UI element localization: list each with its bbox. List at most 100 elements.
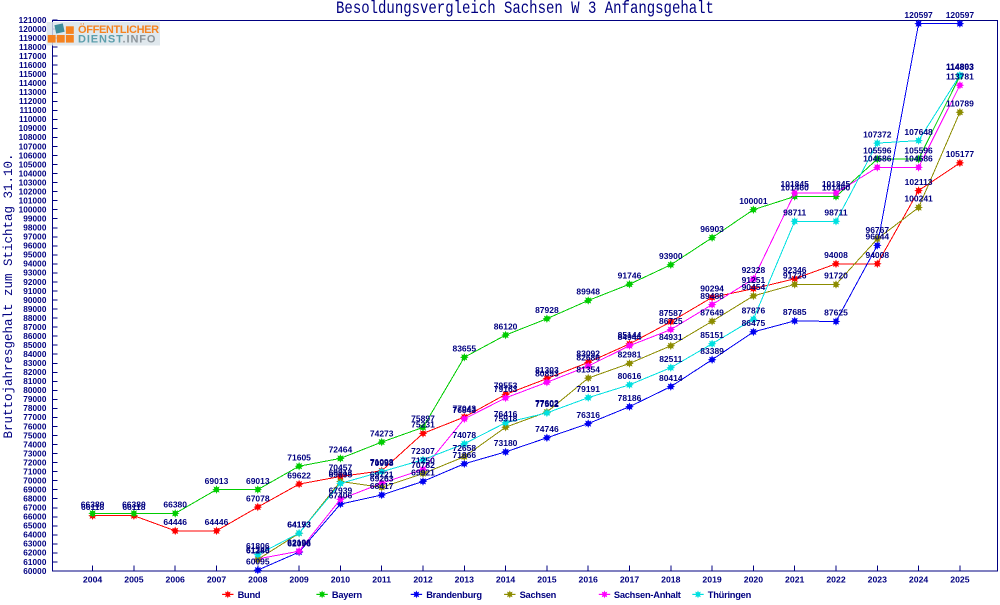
svg-text:68417: 68417 [370,481,394,491]
svg-text:Sachsen: Sachsen [520,590,557,600]
svg-text:98711: 98711 [824,208,847,218]
svg-text:80893: 80893 [535,369,559,379]
svg-text:82686: 82686 [576,352,600,362]
svg-text:77000: 77000 [23,413,47,422]
svg-text:2025: 2025 [950,574,969,584]
svg-text:81000: 81000 [23,377,47,386]
svg-text:65000: 65000 [23,522,47,531]
svg-text:84000: 84000 [23,350,47,359]
svg-text:113781: 113781 [946,71,974,81]
svg-text:69263: 69263 [370,474,394,484]
svg-text:67078: 67078 [246,493,270,503]
svg-text:114000: 114000 [19,79,47,88]
svg-text:91000: 91000 [23,287,47,296]
svg-text:61000: 61000 [23,558,47,567]
svg-text:90000: 90000 [23,296,47,305]
svg-text:104686: 104686 [863,154,892,164]
svg-text:91746: 91746 [618,270,642,280]
svg-text:2005: 2005 [124,574,143,584]
svg-text:82511: 82511 [659,354,682,364]
svg-text:83655: 83655 [452,344,476,354]
svg-text:ÖFFENTLICHER: ÖFFENTLICHER [78,23,159,36]
svg-text:2006: 2006 [166,574,185,584]
svg-text:70457: 70457 [329,463,353,473]
svg-text:87928: 87928 [535,305,559,315]
svg-text:69913: 69913 [329,468,353,478]
svg-text:87876: 87876 [742,305,766,315]
svg-text:105177: 105177 [946,149,975,159]
svg-text:Bruttojahresgehalt zum Stichta: Bruttojahresgehalt zum Stichtag 31.10. [2,153,16,438]
svg-text:66380: 66380 [81,500,105,510]
svg-text:87649: 87649 [700,308,724,318]
svg-text:107372: 107372 [863,129,892,139]
svg-text:71000: 71000 [23,467,47,476]
svg-text:93900: 93900 [659,251,683,261]
svg-text:89488: 89488 [700,291,724,301]
svg-text:80414: 80414 [659,373,683,383]
svg-text:80000: 80000 [23,386,47,395]
svg-text:76843: 76843 [452,405,476,415]
svg-text:76000: 76000 [23,422,47,431]
svg-text:120597: 120597 [904,10,933,20]
svg-text:91726: 91726 [783,271,807,281]
svg-text:Sachsen-Anhalt: Sachsen-Anhalt [614,590,681,600]
svg-text:78000: 78000 [23,404,47,413]
svg-text:75918: 75918 [494,413,518,423]
svg-text:87000: 87000 [23,323,47,332]
svg-text:90454: 90454 [742,282,766,292]
svg-text:120597: 120597 [946,10,975,20]
svg-text:69013: 69013 [246,476,270,486]
svg-text:77502: 77502 [535,399,559,409]
svg-text:66380: 66380 [122,500,146,510]
svg-text:2008: 2008 [248,574,267,584]
svg-text:71605: 71605 [287,452,311,462]
svg-text:120000: 120000 [19,25,47,34]
svg-text:89000: 89000 [23,305,47,314]
svg-text:2007: 2007 [207,574,226,584]
svg-text:Besoldungsvergleich Sachsen W: Besoldungsvergleich Sachsen W 3 Anfangsg… [336,0,714,19]
svg-text:64446: 64446 [163,517,187,527]
svg-text:64193: 64193 [287,519,311,529]
svg-text:66118: 66118 [81,502,104,512]
svg-text:96903: 96903 [700,224,724,234]
svg-text:69721: 69721 [370,469,394,479]
svg-text:104686: 104686 [904,154,933,164]
svg-text:2017: 2017 [620,574,639,584]
svg-text:2021: 2021 [785,574,804,584]
svg-text:74078: 74078 [452,430,476,440]
svg-text:94008: 94008 [865,250,889,260]
svg-text:60095: 60095 [246,556,270,566]
svg-text:108000: 108000 [19,133,47,142]
svg-text:2019: 2019 [702,574,721,584]
svg-text:71093: 71093 [370,457,394,467]
svg-text:101845: 101845 [781,179,810,189]
svg-text:103000: 103000 [19,178,47,187]
svg-text:74746: 74746 [535,424,559,434]
svg-text:101460: 101460 [781,183,810,193]
svg-text:98000: 98000 [23,224,47,233]
svg-text:86120: 86120 [494,321,518,331]
svg-text:105000: 105000 [19,160,47,169]
svg-text:61806: 61806 [246,541,270,551]
svg-text:77043: 77043 [452,403,476,413]
svg-text:72000: 72000 [23,458,47,467]
svg-text:83092: 83092 [576,349,600,359]
svg-text:96044: 96044 [865,232,889,242]
svg-text:70782: 70782 [411,460,435,470]
svg-text:98711: 98711 [783,208,806,218]
svg-text:119000: 119000 [19,34,47,43]
svg-text:2024: 2024 [909,574,928,584]
svg-text:71866: 71866 [452,450,476,460]
svg-text:101460: 101460 [822,183,851,193]
svg-text:64000: 64000 [23,531,47,540]
svg-text:92000: 92000 [23,278,47,287]
svg-text:83389: 83389 [700,346,724,356]
svg-text:84931: 84931 [659,332,683,342]
svg-text:74000: 74000 [23,440,47,449]
svg-text:88000: 88000 [23,314,47,323]
svg-text:78186: 78186 [618,393,642,403]
svg-text:2013: 2013 [455,574,474,584]
svg-text:71250: 71250 [411,456,435,466]
svg-text:80616: 80616 [618,371,642,381]
svg-text:66118: 66118 [122,502,145,512]
